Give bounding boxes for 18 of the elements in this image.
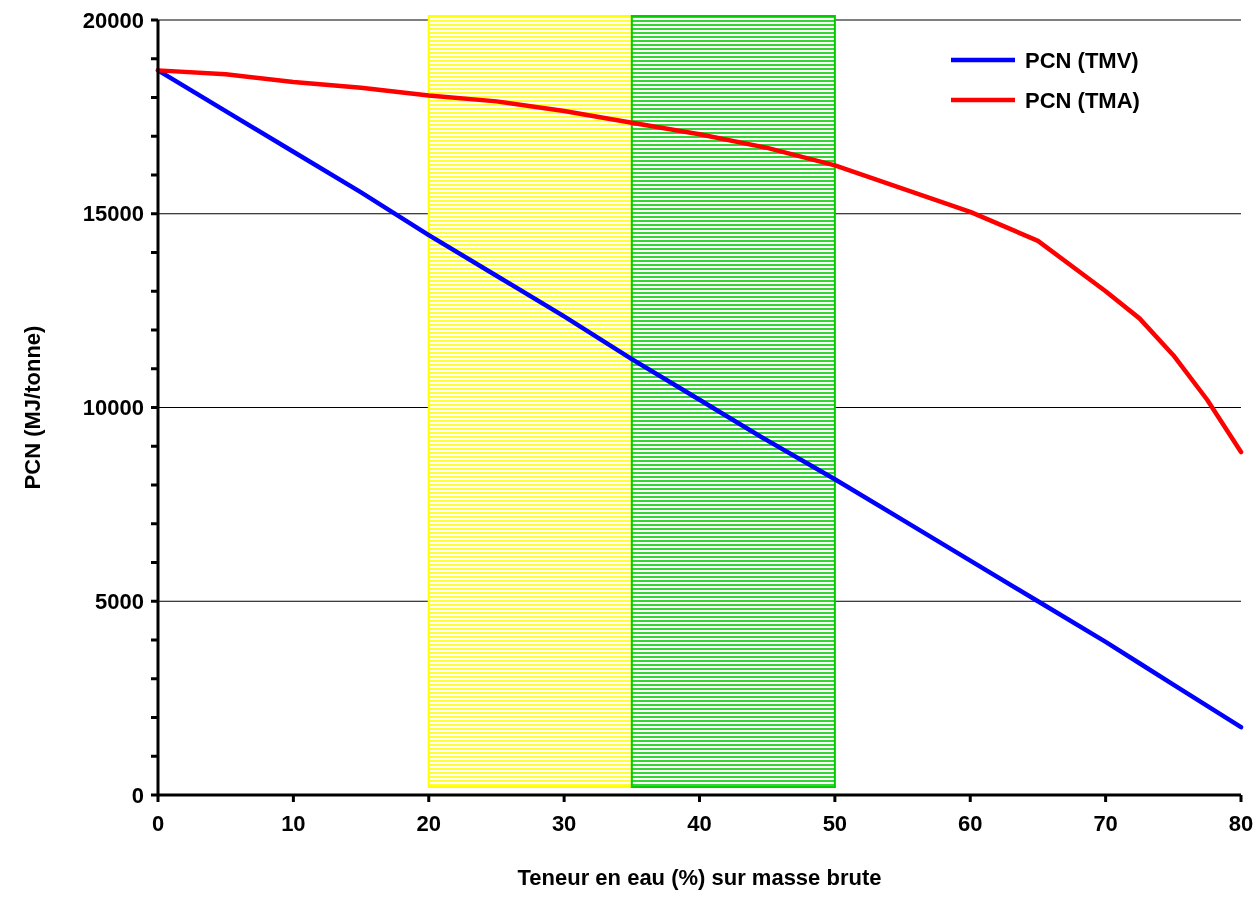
legend-label: PCN (TMV) <box>1025 47 1139 73</box>
x-tick-label: 50 <box>822 811 848 836</box>
x-tick-label: 20 <box>416 811 441 836</box>
x-tick-label: 70 <box>1093 811 1118 836</box>
y-tick-label: 10000 <box>82 395 144 421</box>
x-tick-label: 80 <box>1228 811 1254 836</box>
x-axis-title: Teneur en eau (%) sur masse brute <box>517 865 882 890</box>
y-tick-label: 15000 <box>82 201 144 227</box>
x-tick-label: 0 <box>151 811 165 836</box>
y-tick-label: 5000 <box>95 588 144 614</box>
y-tick-label: 0 <box>131 782 144 808</box>
legend-label: PCN (TMA) <box>1025 87 1140 113</box>
y-tick-label: 20000 <box>82 7 144 33</box>
x-tick-label: 10 <box>281 811 306 836</box>
x-tick-label: 40 <box>687 811 712 836</box>
y-axis-title: PCN (MJ/tonne) <box>20 325 45 490</box>
x-tick-label: 60 <box>958 811 983 836</box>
x-tick-label: 30 <box>551 811 577 836</box>
